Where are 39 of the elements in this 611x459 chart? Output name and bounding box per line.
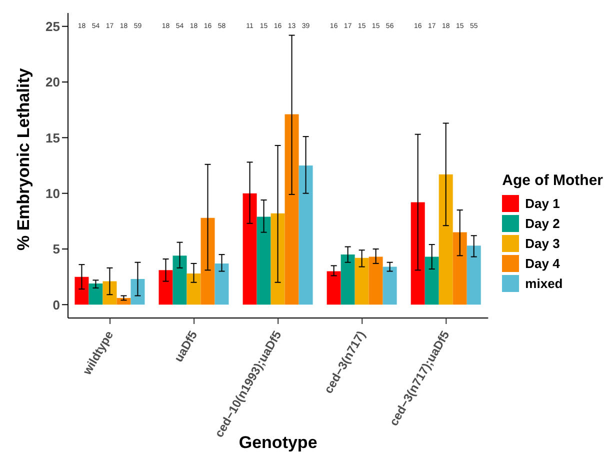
x-axis-title: Genotype	[238, 433, 318, 452]
bar	[284, 114, 299, 305]
bar	[298, 166, 313, 305]
y-axis-title: % Embryonic Lethality	[14, 68, 34, 250]
bar	[368, 256, 383, 305]
legend-label: mixed	[525, 276, 563, 290]
bar	[102, 281, 117, 305]
legend-label: Day 2	[525, 216, 560, 230]
bar	[354, 258, 369, 305]
legend-label: Day 4	[525, 256, 560, 270]
bar	[424, 256, 439, 305]
y-tick-label: 25	[46, 18, 60, 34]
bar	[410, 202, 425, 305]
legend-label: Day 3	[525, 236, 560, 250]
y-tick-label: 5	[52, 242, 60, 257]
bar	[242, 193, 257, 305]
bar	[116, 298, 131, 305]
bar	[130, 279, 145, 305]
y-tick-label: 20	[46, 74, 60, 90]
bar	[452, 232, 467, 305]
bar	[256, 216, 271, 305]
bar	[382, 266, 397, 305]
y-tick-label: 0	[52, 297, 60, 312]
legend-title: Age of Mother	[502, 172, 603, 188]
y-tick-label: 10	[46, 186, 60, 201]
bar	[88, 283, 103, 305]
bar	[200, 218, 215, 305]
bar	[326, 271, 341, 305]
bar	[270, 213, 285, 305]
bar	[158, 270, 173, 305]
bar	[214, 263, 229, 305]
bar	[186, 273, 201, 305]
bar	[466, 246, 481, 305]
legend-label: Day 1	[525, 196, 560, 210]
bar	[438, 174, 453, 305]
bar	[74, 276, 89, 305]
bar	[340, 254, 355, 305]
y-tick-label: 15	[46, 130, 60, 146]
bar	[172, 256, 187, 305]
